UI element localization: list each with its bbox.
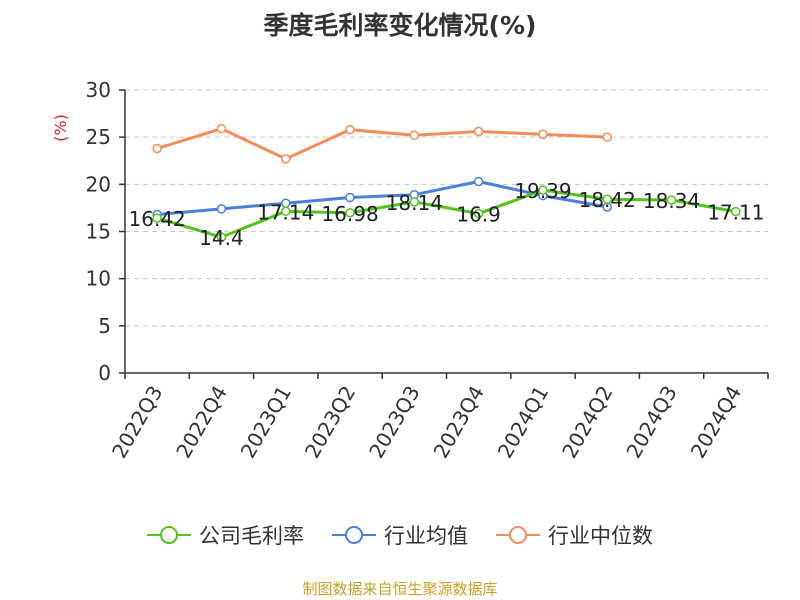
data-label: 19.39 [514,179,571,203]
y-axis-label: (%) [51,114,70,142]
legend: 公司毛利率 行业均值 行业中位数 [0,520,800,550]
data-point [473,176,484,187]
y-tick-label: 15 [86,220,111,244]
data-point [281,154,291,164]
data-point [731,206,741,217]
data-label: 16.42 [129,207,186,231]
data-label: 18.42 [579,188,636,212]
y-tick-label: 10 [86,267,111,291]
data-point [152,213,162,223]
data-label: 14.4 [199,226,244,250]
data-point [409,130,420,141]
x-tick-label: 2024Q2 [557,382,617,463]
data-point [345,192,355,203]
x-tick-label: 2023Q2 [300,382,360,463]
data-point [152,143,162,154]
data-point [473,208,484,219]
data-point [602,132,612,142]
legend-item[interactable]: 行业中位数 [496,520,653,550]
x-tick-label: 2023Q1 [236,382,296,463]
legend-label: 公司毛利率 [199,524,304,548]
y-tick-labels: 0 5 10 15 20 25 30 [86,78,111,385]
chart-title: 季度毛利率变化情况(%) [263,11,537,40]
data-labels: 16.42 14.4 17.14 16.98 18.14 16.9 19.39 18.42 18… [129,179,765,250]
series-line [156,127,608,161]
legend-item[interactable]: 行业均值 [332,520,468,550]
legend-label: 行业均值 [384,524,468,548]
x-tick-label: 2024Q4 [686,382,746,463]
data-point [538,185,548,195]
data-label: 17.11 [707,201,764,225]
legend-circle [160,526,178,544]
data-label: 18.34 [643,189,700,213]
data-label: 17.14 [257,200,314,224]
series-line [156,188,737,239]
y-tick-label: 25 [86,125,111,149]
legend-circle [509,526,527,544]
x-tick-label: 2023Q3 [364,382,424,463]
x-tick-label: 2024Q1 [493,382,553,463]
data-point [538,129,548,140]
data-point [409,197,420,207]
data-point [216,123,227,134]
x-tick-label: 2022Q4 [171,382,231,463]
series-lines [156,127,737,239]
legend-label: 行业中位数 [548,524,653,548]
legend-marker-icon [332,526,376,544]
data-label: 16.9 [456,203,501,227]
y-tick-label: 5 [98,314,111,338]
data-label: 16.98 [321,202,378,226]
source-note: 制图数据来自恒生聚源数据库 [302,580,498,598]
data-point [216,204,227,214]
y-tick-label: 30 [86,78,111,102]
y-tick-label: 0 [98,361,111,385]
legend-item[interactable]: 公司毛利率 [147,520,304,550]
grid-lines [125,89,768,327]
data-point [345,124,355,135]
x-tick-label: 2024Q3 [621,382,681,463]
data-point [281,206,291,217]
x-tick-labels: 2022Q3 2022Q4 2023Q1 2023Q2 2023Q3 2023Q4 2024… [107,382,746,463]
data-point [602,194,612,204]
data-point [666,195,677,205]
data-label: 18.14 [386,191,443,215]
x-tick-label: 2022Q3 [107,382,167,463]
series-points [152,123,741,242]
axes [119,89,769,379]
data-point [345,208,355,218]
legend-circle [345,526,363,544]
y-tick-label: 20 [86,172,111,196]
x-tick-label: 2023Q4 [429,382,489,463]
data-point [473,126,484,137]
data-point [216,232,227,242]
legend-marker-icon [496,526,540,544]
legend-marker-icon [147,526,191,544]
